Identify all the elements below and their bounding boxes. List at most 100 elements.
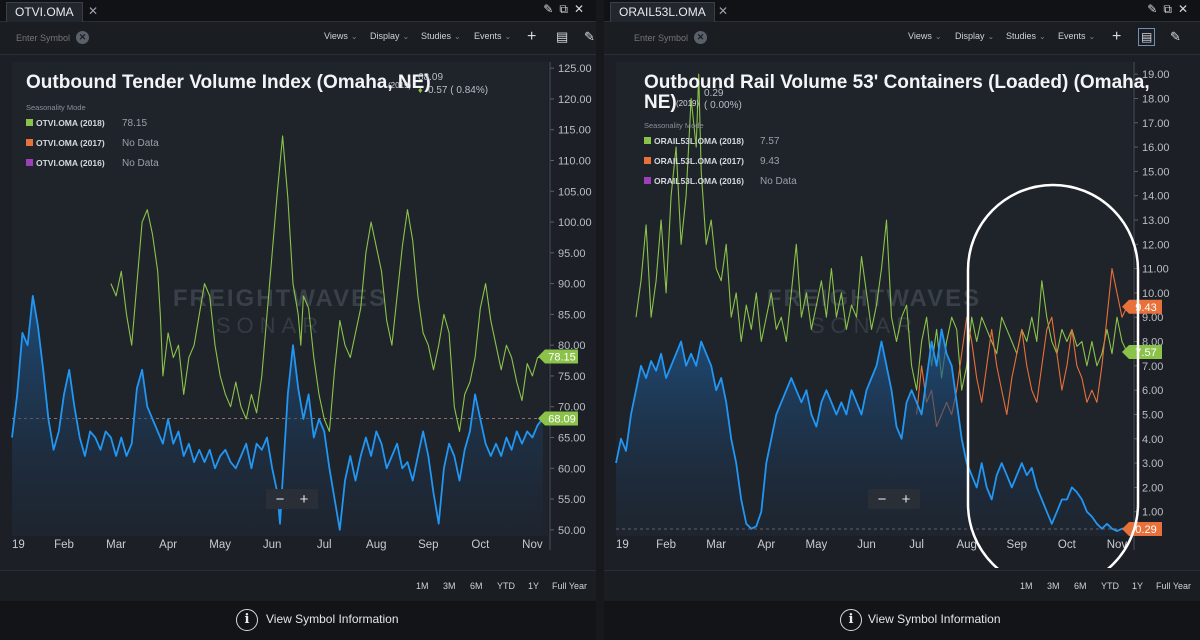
change-arrow-icon: ♦: [418, 85, 423, 95]
zoom-in-button[interactable]: +: [902, 491, 911, 508]
y-tick-label: 3.00: [1142, 458, 1163, 470]
crosshair-icon[interactable]: +: [527, 28, 537, 45]
symbol-search-input[interactable]: [10, 30, 84, 46]
studies-menu[interactable]: Studies ⌄: [1006, 31, 1046, 41]
watermark-logo-text: FREIGHTWAVES: [173, 285, 387, 312]
symbol-info-bar[interactable]: i View Symbol Information: [0, 601, 596, 640]
zoom-controls: [868, 489, 920, 509]
range-6m[interactable]: 6M: [470, 581, 483, 591]
edit-icon[interactable]: ✎: [1147, 2, 1164, 16]
menu-label: Display: [955, 31, 985, 41]
views-menu[interactable]: Views ⌄: [908, 31, 942, 41]
legend-entry-value: No Data: [760, 176, 797, 187]
menu-label: Views: [908, 31, 932, 41]
y-tick-label: 7.00: [1142, 361, 1163, 373]
zoom-in-button[interactable]: +: [300, 491, 309, 508]
legend-entry-value: 9.43: [760, 156, 780, 167]
chart-panel-left: OTVI.OMA ✕ ✎⧉✕ ✕ Views⌄ Display⌄ Studies…: [0, 0, 596, 640]
display-menu[interactable]: Display ⌄: [955, 31, 994, 41]
range-bar: 1M 3M 6M YTD 1Y Full Year: [0, 570, 596, 601]
comment-icon[interactable]: ▤: [1138, 28, 1156, 46]
studies-menu[interactable]: Studies ⌄: [421, 31, 461, 41]
y-tick-label: 17.00: [1142, 118, 1170, 130]
menu-label: Events: [474, 31, 502, 41]
y-tick-label: 115.00: [558, 125, 591, 137]
legend-swatch: [644, 177, 651, 184]
last-value-label: 68.09: [418, 72, 443, 83]
menu-label: Views: [324, 31, 348, 41]
chart-title: Outbound Tender Volume Index (Omaha, NE): [26, 72, 431, 93]
events-menu[interactable]: Events ⌄: [1058, 31, 1095, 41]
clear-icon[interactable]: ✕: [694, 31, 707, 44]
chart-panel-right: ORAIL53L.OMA ✕ ✎⧉✕ ✕ Views⌄ Display⌄ Stu…: [604, 0, 1200, 640]
range-full-year[interactable]: Full Year: [552, 581, 588, 591]
range-3m[interactable]: 3M: [443, 581, 456, 591]
window-controls: ✎⧉✕: [1147, 2, 1194, 17]
symbol-info-bar[interactable]: i View Symbol Information: [604, 601, 1200, 640]
symbol-tab[interactable]: ORAIL53L.OMA: [610, 2, 715, 22]
display-menu[interactable]: Display ⌄: [370, 31, 409, 41]
range-1m[interactable]: 1M: [1020, 581, 1033, 591]
edit-icon[interactable]: ✎: [543, 2, 560, 16]
x-tick-label: 19: [616, 539, 629, 551]
legend-swatch: [644, 157, 651, 164]
x-tick-label: Apr: [159, 539, 177, 551]
comment-icon[interactable]: ▤: [556, 29, 569, 44]
y-tick-label: 11.00: [1142, 264, 1169, 276]
symbol-search-input[interactable]: [628, 30, 702, 46]
line-chart[interactable]: FREIGHTWAVESSONAR19.0018.0017.0016.0015.…: [604, 56, 1200, 591]
legend-entry-value: 7.57: [760, 136, 780, 147]
range-1y[interactable]: 1Y: [1132, 581, 1144, 591]
clear-icon[interactable]: ✕: [76, 31, 89, 44]
y-tick-label: 2.00: [1142, 482, 1163, 494]
x-tick-label: Oct: [471, 539, 490, 551]
y-tick-label: 18.00: [1142, 93, 1170, 105]
range-ytd[interactable]: YTD: [497, 581, 515, 591]
menu-label: Display: [370, 31, 400, 41]
menu-label: Events: [1058, 31, 1086, 41]
view-symbol-info-link[interactable]: View Symbol Information: [266, 612, 399, 626]
x-tick-label: Jul: [909, 539, 924, 551]
legend-entry-name: ORAIL53L.OMA (2016): [654, 176, 744, 186]
zoom-out-button[interactable]: −: [276, 491, 285, 508]
info-icon: i: [840, 609, 862, 631]
x-tick-label: Jul: [317, 539, 332, 551]
views-menu[interactable]: Views ⌄: [324, 31, 358, 41]
view-symbol-info-link[interactable]: View Symbol Information: [868, 612, 1001, 626]
close-window-icon[interactable]: ✕: [573, 2, 590, 16]
range-full-year[interactable]: Full Year: [1156, 581, 1192, 591]
crosshair-icon[interactable]: +: [1112, 28, 1122, 45]
range-1y[interactable]: 1Y: [528, 581, 540, 591]
legend-swatch: [26, 159, 33, 166]
y-tick-label: 110.00: [558, 155, 591, 167]
draw-icon[interactable]: ✎: [1170, 29, 1181, 44]
chart-title-year: (2019): [388, 81, 411, 90]
y-tick-label: 13.00: [1142, 215, 1170, 227]
close-icon[interactable]: ✕: [88, 4, 99, 18]
x-tick-label: Sep: [418, 539, 438, 551]
range-3m[interactable]: 3M: [1047, 581, 1060, 591]
y-tick-label: 80.00: [558, 340, 586, 352]
symbol-tab[interactable]: OTVI.OMA: [6, 2, 83, 22]
range-1m[interactable]: 1M: [416, 581, 429, 591]
close-icon[interactable]: ✕: [718, 4, 729, 18]
popout-icon[interactable]: ⧉: [559, 2, 574, 16]
chart-area[interactable]: FREIGHTWAVES SONAR 19.00 18.00 17.00 16.00 15.…: [604, 56, 1200, 591]
range-ytd[interactable]: YTD: [1101, 581, 1119, 591]
x-tick-label: Oct: [1058, 539, 1077, 551]
y-tick-label: 55.00: [558, 494, 586, 506]
x-tick-label: Nov: [522, 539, 543, 551]
y-tick-label: 19.00: [1142, 69, 1170, 81]
events-menu[interactable]: Events ⌄: [474, 31, 511, 41]
chevron-down-icon: ⌄: [504, 32, 512, 41]
range-6m[interactable]: 6M: [1074, 581, 1087, 591]
zoom-out-button[interactable]: −: [878, 491, 887, 508]
chart-area[interactable]: FREIGHTWAVES SONAR 125.00 120.00 115.00 110.0…: [0, 56, 596, 568]
menu-label: Studies: [421, 31, 452, 41]
watermark-sub-text: SONAR: [216, 313, 324, 338]
price-tag-label: 7.57: [1135, 347, 1156, 359]
close-window-icon[interactable]: ✕: [1177, 2, 1194, 16]
popout-icon[interactable]: ⧉: [1163, 2, 1178, 16]
draw-icon[interactable]: ✎: [584, 29, 595, 44]
